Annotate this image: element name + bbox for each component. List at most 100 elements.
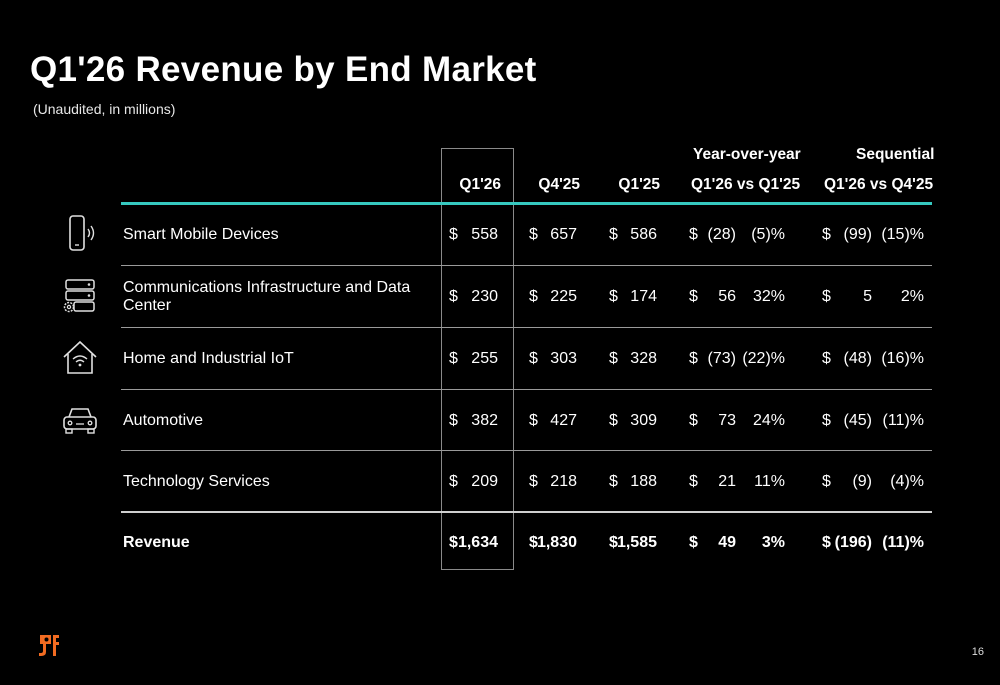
automotive-seq_amt: (45) xyxy=(843,412,872,429)
company-logo xyxy=(39,635,59,656)
revenue-q125: 1,585 xyxy=(616,534,657,551)
revenue-seq_amt-currency: $ xyxy=(822,534,831,551)
revenue-q125-currency: $ xyxy=(609,534,618,551)
tech-services-seq_amt-currency: $ xyxy=(822,473,831,490)
header-divider xyxy=(121,202,932,205)
row-label-revenue: Revenue xyxy=(123,534,190,551)
page-title: Q1'26 Revenue by End Market xyxy=(30,50,537,89)
automotive-q126: 382 xyxy=(471,412,498,429)
home-iot-yoy_amt-currency: $ xyxy=(689,350,698,367)
home-iot-q126-currency: $ xyxy=(449,350,458,367)
smart-home-icon xyxy=(63,340,97,374)
home-iot-yoy_amt: (73) xyxy=(707,350,736,367)
row-label-comms-infra-line1: Communications Infrastructure and Data xyxy=(123,279,411,296)
tech-services-q125-currency: $ xyxy=(609,473,618,490)
smart-mobile-q425-currency: $ xyxy=(529,226,538,243)
row-divider xyxy=(121,450,932,451)
tech-services-yoy_pct: 11% xyxy=(754,473,785,490)
home-iot-q425: 303 xyxy=(550,350,577,367)
total-divider xyxy=(121,511,932,513)
home-iot-q125-currency: $ xyxy=(609,350,618,367)
revenue-yoy_amt: 49 xyxy=(718,534,736,551)
revenue-seq_pct: (11)% xyxy=(882,534,924,551)
comms-infra-q125: 174 xyxy=(630,288,657,305)
revenue-yoy_amt-currency: $ xyxy=(689,534,698,551)
revenue-q425: 1,830 xyxy=(536,534,577,551)
row-divider xyxy=(121,327,932,328)
tech-services-yoy_amt: 21 xyxy=(718,473,736,490)
smart-mobile-seq_amt: (99) xyxy=(843,226,872,243)
col-header-q126: Q1'26 xyxy=(459,176,501,193)
home-iot-q126: 255 xyxy=(471,350,498,367)
home-iot-q425-currency: $ xyxy=(529,350,538,367)
comms-infra-q425: 225 xyxy=(550,288,577,305)
current-quarter-highlight xyxy=(441,148,514,570)
smart-mobile-q125: 586 xyxy=(630,226,657,243)
comms-infra-seq_amt: 5 xyxy=(863,288,872,305)
home-iot-seq_amt: (48) xyxy=(843,350,872,367)
automotive-q125-currency: $ xyxy=(609,412,618,429)
col-header-q425: Q4'25 xyxy=(538,176,580,193)
automotive-q126-currency: $ xyxy=(449,412,458,429)
comms-infra-q125-currency: $ xyxy=(609,288,618,305)
row-divider xyxy=(121,389,932,390)
tech-services-q425: 218 xyxy=(550,473,577,490)
page-number: 16 xyxy=(971,646,984,658)
automotive-seq_amt-currency: $ xyxy=(822,412,831,429)
comms-infra-q126: 230 xyxy=(471,288,498,305)
tech-services-q125: 188 xyxy=(630,473,657,490)
smartphone-icon xyxy=(69,215,95,251)
smart-mobile-q126: 558 xyxy=(471,226,498,243)
automotive-q125: 309 xyxy=(630,412,657,429)
home-iot-seq_amt-currency: $ xyxy=(822,350,831,367)
automotive-yoy_amt: 73 xyxy=(718,412,736,429)
page-subtitle: (Unaudited, in millions) xyxy=(33,101,176,117)
tech-services-q126-currency: $ xyxy=(449,473,458,490)
automotive-q425: 427 xyxy=(550,412,577,429)
smart-mobile-q126-currency: $ xyxy=(449,226,458,243)
comms-infra-q425-currency: $ xyxy=(529,288,538,305)
row-label-home-iot: Home and Industrial IoT xyxy=(123,350,294,367)
home-iot-seq_pct: (16)% xyxy=(881,350,924,367)
row-label-comms-infra-line2: Center xyxy=(123,297,172,314)
smart-mobile-yoy_pct: (5)% xyxy=(751,226,785,243)
col-header-q125: Q1'25 xyxy=(618,176,660,193)
revenue-yoy_pct: 3% xyxy=(761,534,785,551)
tech-services-seq_amt: (9) xyxy=(852,473,872,490)
smart-mobile-yoy_amt: (28) xyxy=(707,226,736,243)
comms-infra-seq_amt-currency: $ xyxy=(822,288,831,305)
tech-services-yoy_amt-currency: $ xyxy=(689,473,698,490)
smart-mobile-q125-currency: $ xyxy=(609,226,618,243)
row-label-tech-services: Technology Services xyxy=(123,473,270,490)
automotive-yoy_amt-currency: $ xyxy=(689,412,698,429)
automotive-yoy_pct: 24% xyxy=(752,412,785,429)
revenue-q425-currency: $ xyxy=(529,534,538,551)
home-iot-q125: 328 xyxy=(630,350,657,367)
row-label-automotive: Automotive xyxy=(123,412,204,429)
col-header-yoy: Q1'26 vs Q1'25 xyxy=(691,176,801,193)
tech-services-q126: 209 xyxy=(471,473,498,490)
server-icon xyxy=(63,279,95,313)
row-label-smart-mobile: Smart Mobile Devices xyxy=(123,226,279,243)
tech-services-q425-currency: $ xyxy=(529,473,538,490)
row-divider xyxy=(121,265,932,266)
home-iot-yoy_pct: (22)% xyxy=(742,350,785,367)
comms-infra-yoy_amt-currency: $ xyxy=(689,288,698,305)
comms-infra-yoy_pct: 32% xyxy=(752,288,785,305)
revenue-q126: 1,634 xyxy=(457,534,498,551)
smart-mobile-q425: 657 xyxy=(550,226,577,243)
sequential-group-header: Sequential xyxy=(856,146,935,163)
smart-mobile-seq_pct: (15)% xyxy=(881,226,924,243)
automotive-seq_pct: (11)% xyxy=(882,412,925,429)
automotive-q425-currency: $ xyxy=(529,412,538,429)
smart-mobile-seq_amt-currency: $ xyxy=(822,226,831,243)
tech-services-seq_pct: (4)% xyxy=(890,473,924,490)
comms-infra-yoy_amt: 56 xyxy=(718,288,736,305)
yoy-group-header: Year-over-year xyxy=(693,146,801,163)
comms-infra-q126-currency: $ xyxy=(449,288,458,305)
comms-infra-seq_pct: 2% xyxy=(900,288,924,305)
col-header-seq: Q1'26 vs Q4'25 xyxy=(824,176,934,193)
revenue-q126-currency: $ xyxy=(449,534,458,551)
row-label-comms-infra: Communications Infrastructure and Data C… xyxy=(123,279,410,315)
smart-mobile-yoy_amt-currency: $ xyxy=(689,226,698,243)
